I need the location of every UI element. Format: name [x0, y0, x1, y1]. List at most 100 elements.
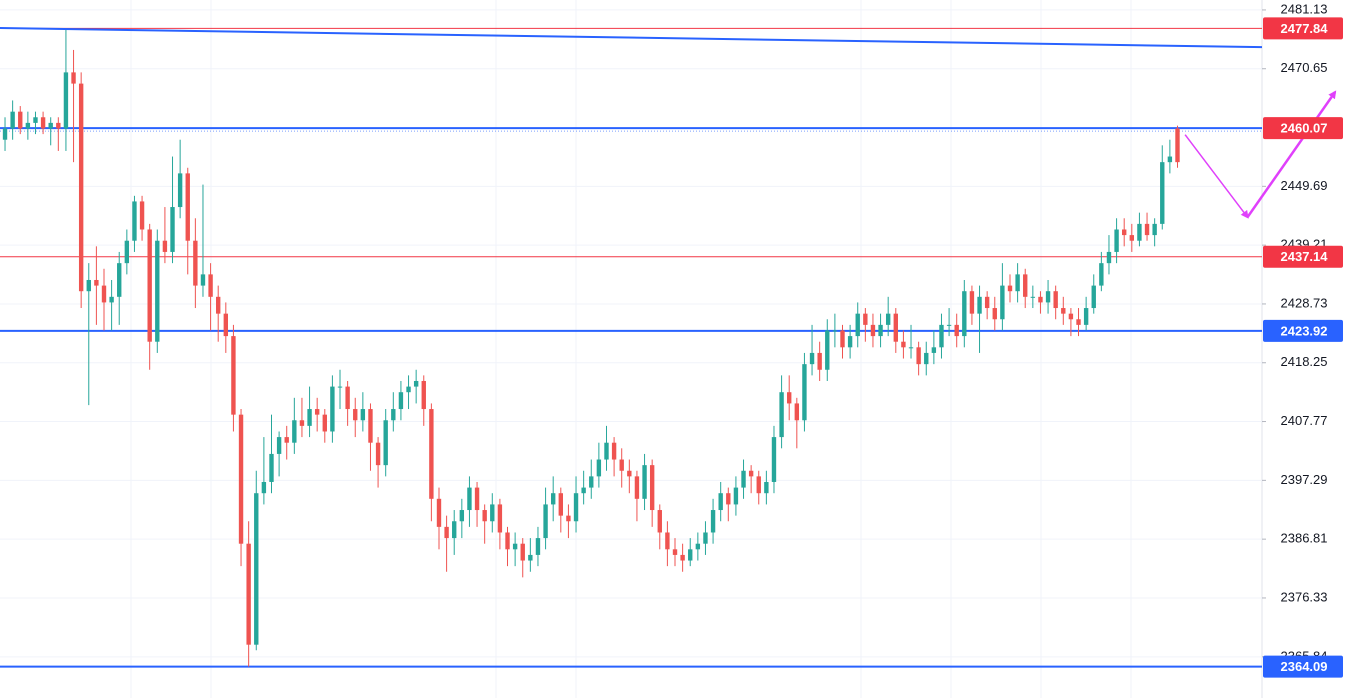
projection-arrow	[1246, 90, 1337, 218]
candle-body	[406, 386, 411, 393]
candle-body	[1083, 308, 1089, 325]
candle-body	[254, 493, 259, 645]
y-tick-label: 2407.77	[1281, 413, 1328, 428]
candle-body	[276, 437, 282, 454]
candle-body	[1106, 251, 1112, 264]
candle-body	[132, 201, 137, 241]
candle-body	[1030, 296, 1036, 298]
candle-body	[467, 487, 472, 511]
candle-body	[885, 313, 891, 325]
candle-body	[1160, 162, 1165, 224]
candle-body	[345, 386, 350, 410]
candle-body	[566, 515, 571, 522]
candle-body	[550, 493, 556, 505]
candle-body	[604, 442, 609, 460]
candle-body	[246, 543, 251, 645]
candle-body	[10, 111, 15, 129]
candle-body	[383, 420, 388, 466]
candle-body	[474, 487, 480, 511]
candle-body	[139, 201, 145, 230]
candle-body	[809, 352, 815, 365]
price-label: 2423.92	[1281, 323, 1328, 338]
candle-body	[916, 347, 921, 365]
candle-body	[200, 274, 206, 286]
candle-body	[490, 504, 495, 522]
candle-body	[40, 117, 46, 129]
candle-body	[71, 72, 76, 84]
candle-body	[695, 543, 701, 550]
candle-body	[482, 510, 487, 522]
candle-body	[1061, 308, 1066, 314]
candle-body	[954, 324, 959, 337]
y-tick-label: 2470.65	[1281, 60, 1328, 75]
candle-body	[634, 476, 640, 499]
candle-body	[33, 117, 38, 123]
candle-body	[840, 330, 845, 348]
candle-body	[1099, 263, 1104, 286]
candle-body	[101, 285, 107, 303]
candle-body	[710, 510, 716, 533]
candle-body	[124, 240, 130, 264]
candle-body	[391, 409, 396, 421]
candle-body	[596, 459, 602, 477]
candle-body	[573, 493, 579, 522]
candle-body	[558, 493, 563, 516]
candle-body	[322, 414, 327, 432]
candle-body	[398, 392, 404, 410]
candle-body	[1038, 296, 1043, 303]
candle-body	[314, 409, 320, 415]
candle-body	[1175, 128, 1180, 163]
candle-body	[2, 128, 8, 140]
price-label-box	[1263, 117, 1343, 140]
candle-body	[733, 487, 739, 505]
candle-body	[672, 549, 678, 555]
price-label-box	[1263, 245, 1343, 268]
candle-body	[680, 554, 685, 561]
price-label-box	[1263, 319, 1343, 342]
candle-body	[756, 476, 761, 494]
price-label-box	[1263, 655, 1343, 678]
price-label: 2460.07	[1281, 121, 1328, 136]
candle-body	[1000, 285, 1005, 320]
y-tick-label: 2386.81	[1281, 531, 1328, 546]
candle-body	[1076, 319, 1081, 325]
candle-body	[1122, 229, 1127, 236]
candle-body	[817, 352, 822, 370]
candle-body	[413, 380, 419, 387]
candle-body	[1137, 223, 1142, 241]
candle-body	[1091, 285, 1096, 309]
candle-body	[444, 526, 449, 539]
price-label-box	[1263, 17, 1343, 40]
candle-body	[984, 296, 990, 309]
grid	[0, 9, 1262, 658]
candle-body	[543, 504, 548, 539]
candle-body	[1068, 313, 1074, 320]
candle-body	[330, 386, 335, 432]
y-tick-label: 2481.13	[1281, 1, 1328, 16]
candle-body	[497, 504, 503, 533]
candle-body	[520, 543, 525, 561]
candle-body	[360, 409, 366, 421]
candle-body	[1045, 291, 1051, 303]
candle-body	[589, 476, 594, 488]
candle-body	[992, 308, 997, 320]
candle-body	[642, 465, 647, 499]
candle-body	[787, 392, 792, 404]
candle-body	[512, 543, 518, 550]
trendline	[0, 27, 1263, 49]
candle-body	[208, 274, 213, 297]
candle-body	[962, 291, 967, 337]
candle-body	[1053, 291, 1058, 309]
candle-body	[832, 330, 838, 332]
price-labels: 2477.84 2460.07 2437.14 2423.92 2364.09	[1263, 17, 1343, 678]
candle-body	[802, 364, 807, 421]
candle-body	[1129, 235, 1135, 241]
candle-body	[924, 352, 929, 365]
candle-body	[969, 291, 975, 314]
candle-body	[284, 437, 289, 443]
price-lines	[0, 27, 1262, 668]
candle-body	[231, 336, 236, 415]
candle-body	[1167, 156, 1173, 163]
